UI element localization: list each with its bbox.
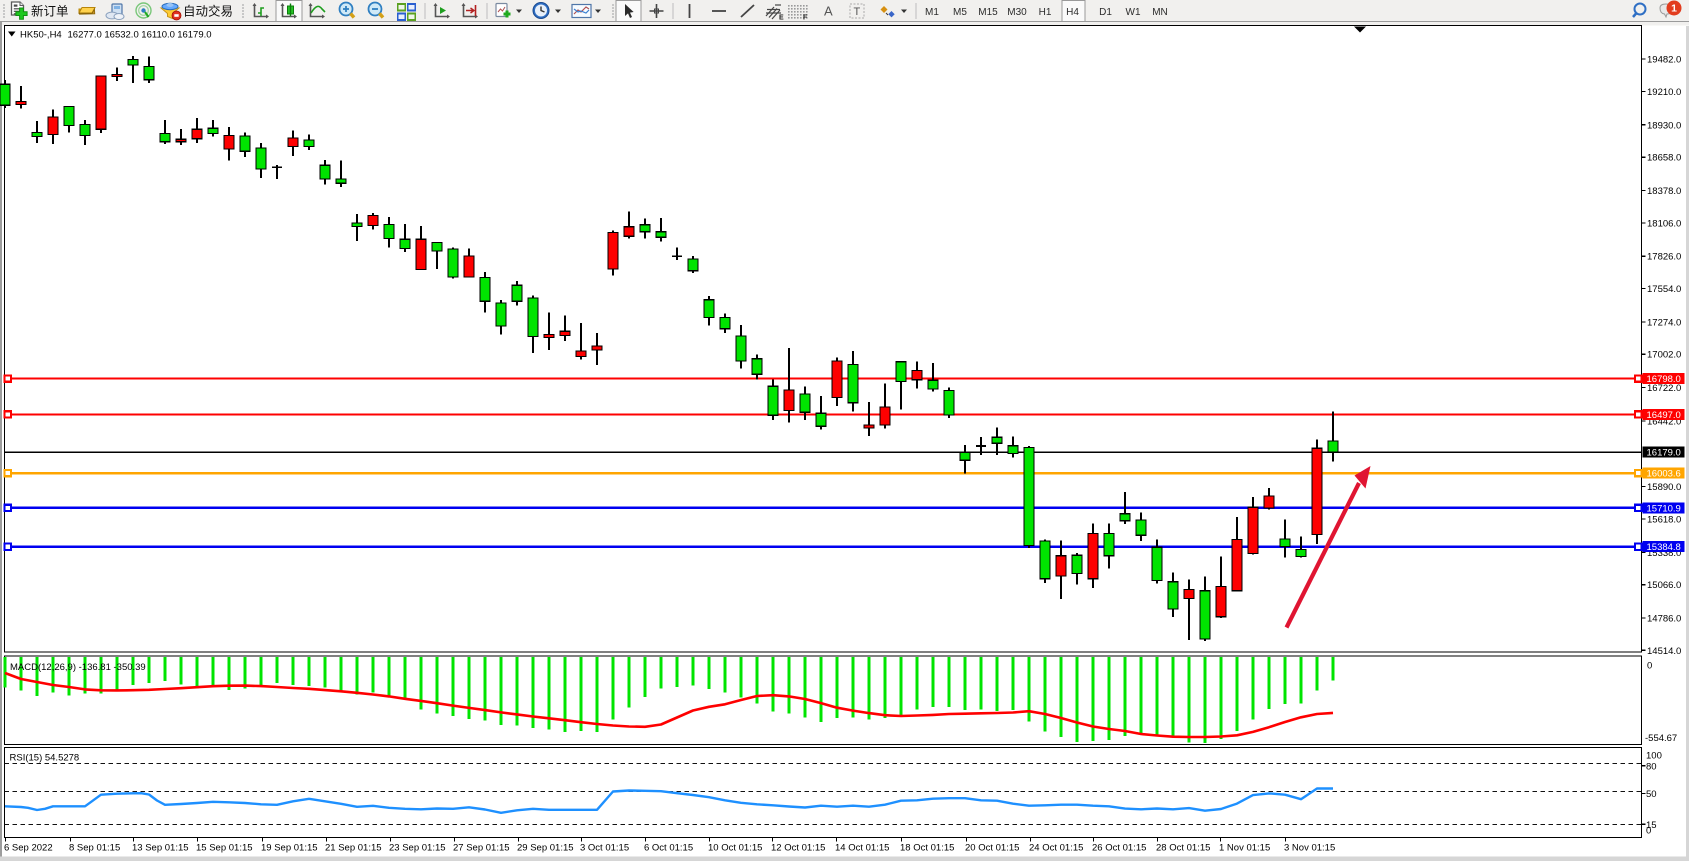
svg-text:80: 80 [1646, 761, 1657, 772]
svg-text:M30: M30 [1007, 7, 1027, 18]
svg-text:18106.0: 18106.0 [1647, 218, 1681, 229]
svg-text:18 Oct 01:15: 18 Oct 01:15 [900, 843, 954, 854]
svg-text:12 Oct 01:15: 12 Oct 01:15 [771, 843, 825, 854]
svg-text:18378.0: 18378.0 [1647, 186, 1681, 197]
svg-text:18930.0: 18930.0 [1647, 120, 1681, 131]
svg-text:14786.0: 14786.0 [1647, 614, 1681, 625]
svg-text:19 Sep 01:15: 19 Sep 01:15 [261, 843, 318, 854]
svg-text:H1: H1 [1039, 7, 1052, 18]
svg-text:17274.0: 17274.0 [1647, 317, 1681, 328]
svg-text:16277.0: 16277.0 [68, 30, 102, 41]
svg-text:15890.0: 15890.0 [1647, 482, 1681, 493]
svg-text:17554.0: 17554.0 [1647, 284, 1681, 295]
svg-text:17002.0: 17002.0 [1647, 350, 1681, 361]
svg-text:19482.0: 19482.0 [1647, 55, 1681, 66]
svg-text:15384.8: 15384.8 [1647, 542, 1681, 553]
svg-text:3 Oct 01:15: 3 Oct 01:15 [580, 843, 629, 854]
svg-text:新订单: 新订单 [31, 4, 69, 19]
svg-text:6 Sep 2022: 6 Sep 2022 [4, 843, 53, 854]
svg-text:HK50-,H4: HK50-,H4 [20, 30, 62, 41]
svg-text:28 Oct 01:15: 28 Oct 01:15 [1156, 843, 1210, 854]
svg-text:10 Oct 01:15: 10 Oct 01:15 [708, 843, 762, 854]
svg-text:14 Oct 01:15: 14 Oct 01:15 [835, 843, 889, 854]
svg-text:27 Sep 01:15: 27 Sep 01:15 [453, 843, 510, 854]
svg-text:M1: M1 [925, 7, 939, 18]
svg-text:18658.0: 18658.0 [1647, 153, 1681, 164]
svg-text:16110.0: 16110.0 [141, 30, 175, 41]
svg-text:13 Sep 01:15: 13 Sep 01:15 [132, 843, 189, 854]
svg-text:21 Sep 01:15: 21 Sep 01:15 [325, 843, 382, 854]
svg-text:16532.0: 16532.0 [104, 30, 138, 41]
svg-text:15066.0: 15066.0 [1647, 580, 1681, 591]
svg-text:MN: MN [1152, 7, 1168, 18]
svg-text:W1: W1 [1126, 7, 1141, 18]
svg-text:16003.6: 16003.6 [1647, 469, 1681, 480]
svg-text:16497.0: 16497.0 [1647, 410, 1681, 421]
svg-text:RSI(15) 54.5278: RSI(15) 54.5278 [10, 753, 80, 764]
svg-text:100: 100 [1646, 751, 1662, 762]
svg-text:H4: H4 [1066, 7, 1079, 18]
svg-text:-554.67: -554.67 [1645, 733, 1677, 744]
svg-text:6 Oct 01:15: 6 Oct 01:15 [644, 843, 693, 854]
svg-text:15: 15 [1646, 820, 1657, 831]
svg-text:50: 50 [1646, 789, 1657, 800]
svg-text:14514.0: 14514.0 [1647, 646, 1681, 657]
svg-text:19210.0: 19210.0 [1647, 87, 1681, 98]
svg-text:24 Oct 01:15: 24 Oct 01:15 [1029, 843, 1083, 854]
svg-text:M15: M15 [978, 7, 998, 18]
svg-text:M5: M5 [953, 7, 967, 18]
svg-text:F: F [803, 15, 808, 22]
svg-text:16722.0: 16722.0 [1647, 383, 1681, 394]
svg-text:16798.0: 16798.0 [1647, 374, 1681, 385]
svg-text:16179.0: 16179.0 [1647, 448, 1681, 459]
svg-text:0: 0 [1647, 661, 1652, 672]
svg-text:D1: D1 [1099, 7, 1112, 18]
svg-text:15 Sep 01:15: 15 Sep 01:15 [196, 843, 253, 854]
svg-text:15338.0: 15338.0 [1647, 548, 1681, 559]
svg-text:15710.9: 15710.9 [1647, 503, 1681, 514]
svg-text:MACD(12,26,9) -136.81 -350.39: MACD(12,26,9) -136.81 -350.39 [10, 662, 146, 673]
svg-text:A: A [824, 4, 833, 19]
svg-text:T: T [854, 6, 861, 18]
svg-text:1 Nov 01:15: 1 Nov 01:15 [1219, 843, 1270, 854]
svg-text:8 Sep 01:15: 8 Sep 01:15 [69, 843, 120, 854]
svg-text:3 Nov 01:15: 3 Nov 01:15 [1284, 843, 1335, 854]
svg-text:0: 0 [1646, 825, 1651, 836]
svg-text:20 Oct 01:15: 20 Oct 01:15 [965, 843, 1019, 854]
svg-text:26 Oct 01:15: 26 Oct 01:15 [1092, 843, 1146, 854]
svg-text:自动交易: 自动交易 [183, 4, 233, 19]
svg-text:29 Sep 01:15: 29 Sep 01:15 [517, 843, 574, 854]
svg-text:17826.0: 17826.0 [1647, 252, 1681, 263]
svg-text:15618.0: 15618.0 [1647, 515, 1681, 526]
svg-text:E: E [779, 15, 784, 22]
svg-text:1: 1 [1671, 3, 1677, 15]
svg-text:16442.0: 16442.0 [1647, 416, 1681, 427]
svg-text:16179.0: 16179.0 [177, 30, 211, 41]
svg-text:23 Sep 01:15: 23 Sep 01:15 [389, 843, 446, 854]
